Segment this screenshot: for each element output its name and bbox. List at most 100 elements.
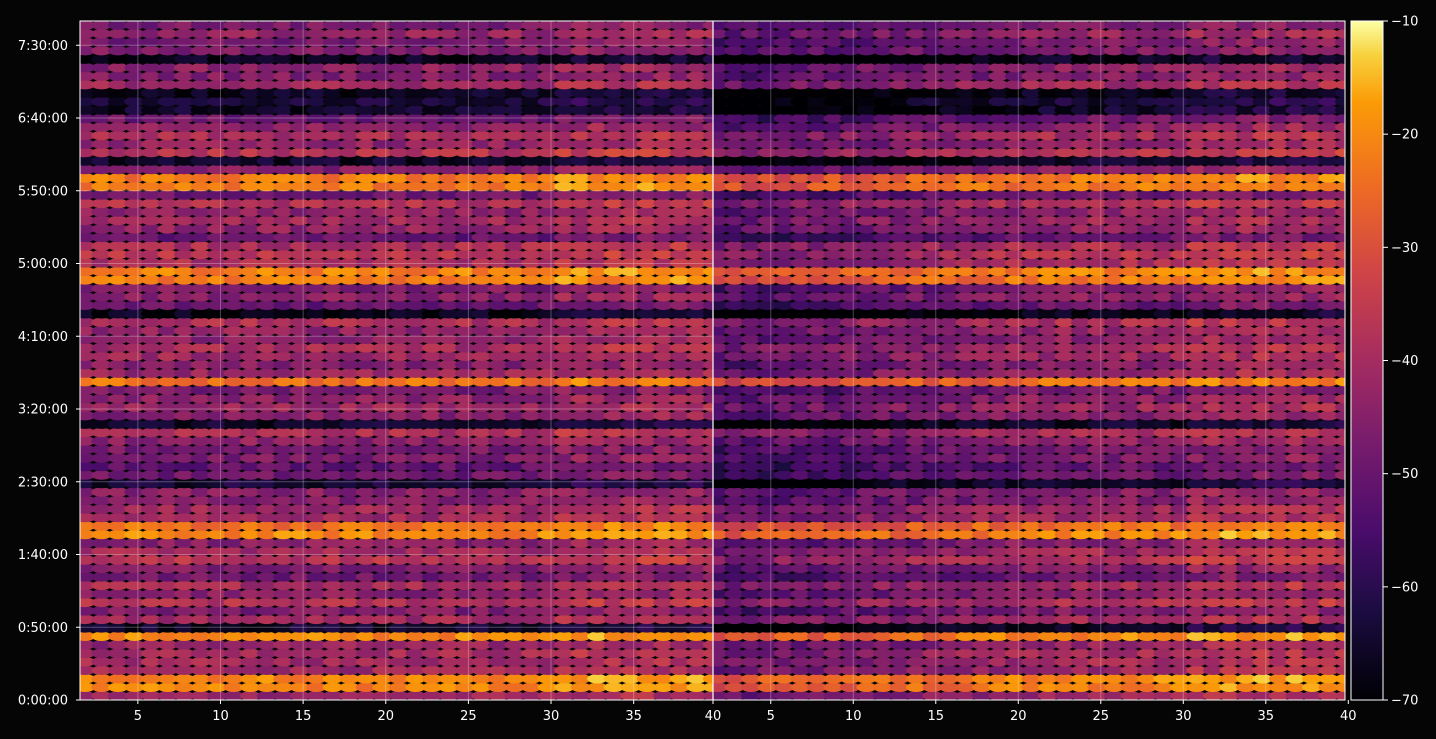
- heatmap-cell: [757, 360, 778, 370]
- heatmap-cell: [823, 351, 844, 361]
- heatmap-cell: [174, 215, 195, 226]
- heatmap-cell: [471, 62, 492, 73]
- heatmap-cell: [741, 326, 761, 336]
- heatmap-cell: [421, 495, 443, 506]
- heatmap-cell: [570, 334, 591, 344]
- heatmap-cell: [1120, 402, 1141, 412]
- heatmap-cell: [157, 80, 178, 90]
- heatmap-cell: [1120, 597, 1141, 608]
- heatmap-cell: [702, 334, 713, 344]
- heatmap-cell: [1137, 589, 1157, 599]
- heatmap-cell: [1335, 597, 1345, 608]
- heatmap-cell: [1335, 691, 1345, 700]
- heatmap-cell: [455, 181, 476, 192]
- heatmap-cell: [405, 470, 426, 480]
- heatmap-cell: [223, 139, 244, 149]
- heatmap-cell: [1170, 453, 1190, 463]
- heatmap-cell: [1219, 394, 1240, 404]
- heatmap-cell: [636, 105, 658, 115]
- heatmap-cell: [91, 470, 112, 480]
- heatmap-cell: [488, 343, 509, 353]
- heatmap-cell: [669, 444, 691, 455]
- heatmap-cell: [713, 614, 728, 625]
- heatmap-cell: [1071, 546, 1091, 557]
- heatmap-cell: [421, 300, 443, 310]
- heatmap-cell: [455, 436, 476, 446]
- heatmap-cell: [840, 665, 860, 675]
- heatmap-cell: [554, 657, 575, 667]
- heatmap-cell: [471, 572, 492, 582]
- heatmap-cell: [355, 640, 376, 650]
- heatmap-cell: [223, 88, 244, 98]
- heatmap-cell: [107, 563, 129, 574]
- heatmap-cell: [1120, 665, 1141, 675]
- heatmap-cell: [256, 283, 277, 294]
- heatmap-cell: [1153, 385, 1174, 395]
- heatmap-cell: [1170, 538, 1190, 548]
- heatmap-cell: [653, 173, 674, 183]
- heatmap-cell: [603, 300, 624, 310]
- heatmap-cell: [388, 283, 410, 294]
- heatmap-cell: [922, 674, 943, 684]
- heatmap-cell: [686, 623, 707, 633]
- heatmap-cell: [988, 411, 1009, 421]
- heatmap-cell: [1318, 351, 1339, 361]
- heatmap-cell: [455, 29, 476, 39]
- heatmap-cell: [955, 631, 976, 641]
- heatmap-cell: [107, 96, 129, 107]
- heatmap-cell: [1318, 512, 1339, 523]
- heatmap-cell: [669, 640, 691, 650]
- heatmap-cell: [1219, 648, 1240, 658]
- heatmap-cell: [988, 614, 1009, 625]
- heatmap-cell: [1269, 614, 1289, 625]
- heatmap-cell: [322, 334, 343, 344]
- heatmap-cell: [124, 682, 145, 692]
- heatmap-cell: [190, 207, 211, 217]
- heatmap-cell: [702, 232, 713, 243]
- heatmap-cell: [455, 504, 476, 514]
- heatmap-cell: [405, 326, 426, 336]
- heatmap-cell: [537, 614, 558, 625]
- heatmap-cell: [521, 215, 542, 226]
- heatmap-cell: [603, 538, 624, 548]
- heatmap-cell: [421, 555, 443, 565]
- heatmap-cell: [141, 173, 162, 183]
- heatmap-cell: [620, 283, 641, 294]
- heatmap-cell: [1252, 495, 1273, 506]
- heatmap-cell: [686, 249, 707, 260]
- heatmap-cell: [455, 113, 476, 124]
- heatmap-cell: [1137, 682, 1157, 692]
- heatmap-cell: [774, 691, 794, 700]
- heatmap-cell: [1021, 580, 1042, 591]
- heatmap-cell: [939, 504, 959, 514]
- heatmap-cell: [669, 436, 691, 446]
- heatmap-cell: [372, 292, 393, 302]
- heatmap-cell: [107, 21, 129, 30]
- heatmap-cell: [889, 563, 910, 574]
- heatmap-cell: [339, 487, 360, 497]
- heatmap-cell: [1071, 597, 1091, 608]
- heatmap-cell: [603, 113, 624, 124]
- heatmap-cell: [554, 572, 575, 582]
- heatmap-cell: [240, 444, 261, 455]
- heatmap-cell: [702, 538, 713, 548]
- heatmap-cell: [1104, 309, 1124, 319]
- heatmap-cell: [1335, 360, 1345, 370]
- heatmap-cell: [207, 181, 228, 192]
- heatmap-cell: [355, 657, 376, 667]
- heatmap-cell: [669, 691, 690, 700]
- heatmap-cell: [438, 394, 459, 404]
- heatmap-cell: [124, 122, 145, 132]
- heatmap-cell: [653, 258, 674, 268]
- heatmap-cell: [339, 181, 360, 192]
- heatmap-cell: [1318, 436, 1339, 446]
- heatmap-cell: [141, 614, 162, 625]
- heatmap-cell: [724, 529, 745, 540]
- heatmap-cell: [322, 224, 343, 234]
- heatmap-cell: [455, 156, 476, 166]
- heatmap-cell: [124, 521, 145, 531]
- heatmap-cell: [141, 54, 162, 64]
- heatmap-cell: [339, 470, 360, 480]
- heatmap-cell: [889, 470, 910, 480]
- heatmap-cell: [620, 164, 641, 175]
